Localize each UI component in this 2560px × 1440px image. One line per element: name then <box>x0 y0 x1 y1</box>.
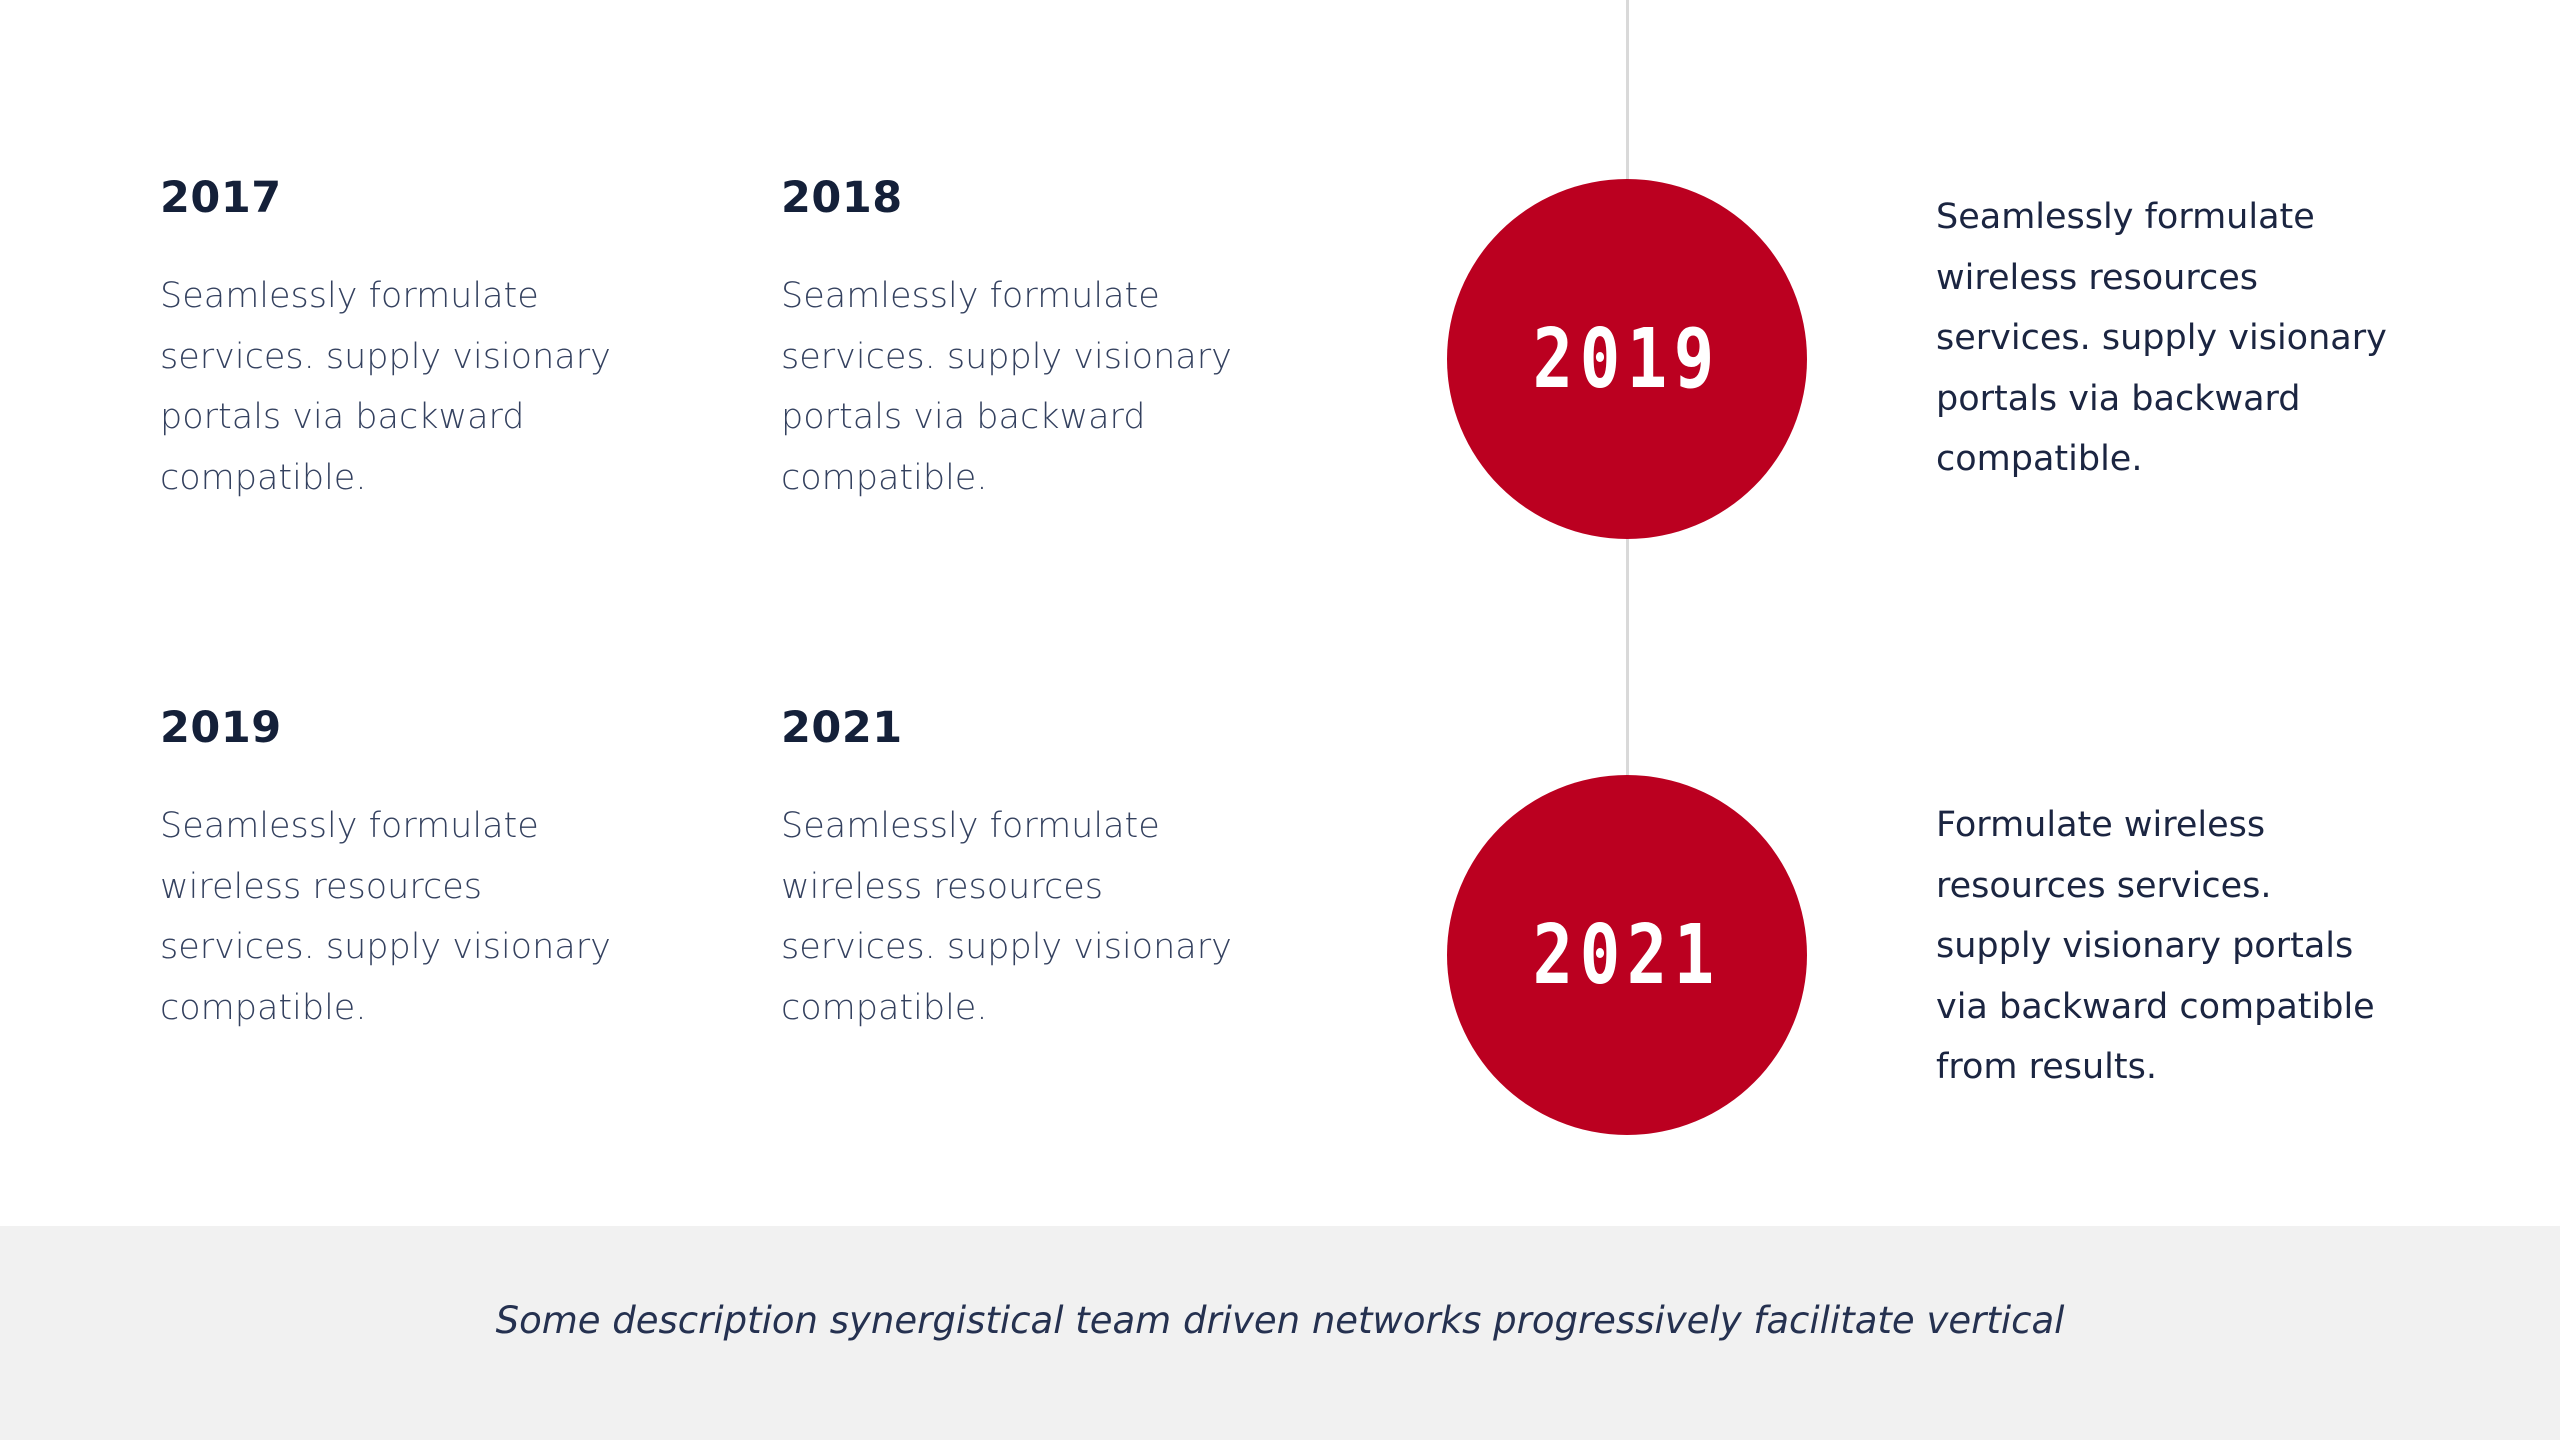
milestone-description: Formulate wireless resources services. s… <box>1936 805 2375 1087</box>
year-description: Seamlessly formulate services. supply vi… <box>160 276 611 498</box>
year-description: Seamlessly formulate wireless resources … <box>781 806 1232 1028</box>
milestone-label: 2021 <box>1532 907 1722 1003</box>
timeline-entry-2017: 2017 Seamlessly formulate services. supp… <box>160 168 680 508</box>
timeline-entry-2021: 2021 Seamlessly formulate wireless resou… <box>781 698 1301 1038</box>
year-description: Seamlessly formulate services. supply vi… <box>781 276 1232 498</box>
year-heading: 2019 <box>160 703 282 753</box>
footer-description: Some description synergistical team driv… <box>495 1298 2065 1342</box>
year-heading: 2018 <box>781 173 903 223</box>
footer-band: Some description synergistical team driv… <box>0 1226 2560 1440</box>
timeline-entry-2019: 2019 Seamlessly formulate wireless resou… <box>160 698 680 1038</box>
milestone-description: Seamlessly formulate wireless resources … <box>1936 197 2387 479</box>
year-description: Seamlessly formulate wireless resources … <box>160 806 611 1028</box>
milestone-circle-2021: 2021 <box>1447 775 1807 1135</box>
milestone-label: 2019 <box>1532 311 1722 407</box>
milestone-circle-2019: 2019 <box>1447 179 1807 539</box>
year-heading: 2017 <box>160 173 282 223</box>
year-heading: 2021 <box>781 703 903 753</box>
timeline-entry-2018: 2018 Seamlessly formulate services. supp… <box>781 168 1301 508</box>
